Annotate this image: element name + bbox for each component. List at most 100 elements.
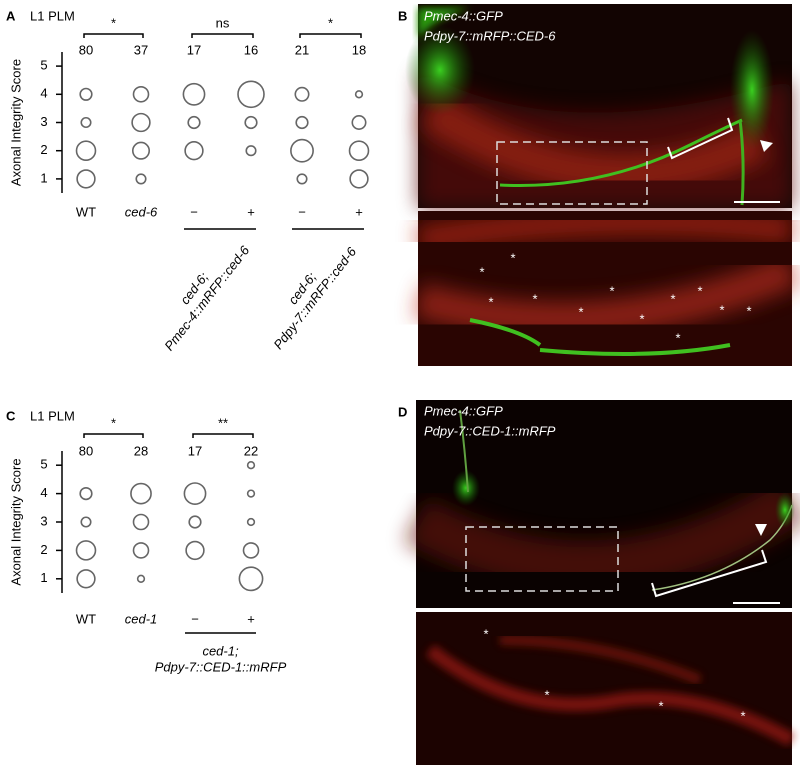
- bubble: [135, 173, 147, 185]
- group-label: ced-6;Pmec-4::mRFP::ced-6: [161, 242, 252, 353]
- significance-label: **: [218, 415, 228, 430]
- image-label: Pdpy-7::mRFP::CED-6: [424, 28, 556, 43]
- sample-count: 37: [134, 42, 148, 57]
- cell-marker: *: [639, 311, 644, 326]
- bubble: [80, 516, 92, 528]
- bubble: [184, 141, 204, 161]
- sample-count: 80: [79, 443, 93, 458]
- y-axis-label: Axonal Integrity Score: [8, 458, 23, 585]
- bubble: [76, 169, 96, 189]
- sample-count: 22: [244, 443, 258, 458]
- cell-marker: *: [697, 283, 702, 298]
- group-label: ced-1;Pdpy-7::CED-1::mRFP: [155, 643, 287, 674]
- significance-bracket: [192, 433, 254, 438]
- bubble: [349, 169, 369, 189]
- sample-count: 17: [187, 42, 201, 57]
- x-tick-label: +: [247, 204, 255, 219]
- bubble: [132, 542, 150, 559]
- y-tick-label: 5: [40, 58, 47, 73]
- cell-marker: *: [746, 303, 751, 318]
- bubble: [132, 86, 150, 103]
- x-tick-label: −: [190, 204, 198, 219]
- bubble: [132, 513, 150, 531]
- cell-marker: *: [609, 283, 614, 298]
- bubble: [245, 145, 257, 157]
- y-tick-label: 2: [40, 542, 47, 557]
- y-tick-label: 3: [40, 114, 47, 129]
- bubble: [238, 566, 264, 592]
- bubble: [295, 115, 309, 130]
- significance-label: *: [111, 15, 116, 30]
- cell-marker: *: [532, 291, 537, 306]
- bubble: [136, 574, 146, 583]
- cell-marker: *: [719, 302, 724, 317]
- cell-marker: *: [658, 698, 663, 713]
- bubble: [242, 542, 260, 559]
- significance-bracket: [299, 33, 362, 38]
- micrograph-d: [404, 400, 800, 765]
- panel-title: L1 PLM: [30, 408, 75, 423]
- image-label: Pmec-4::GFP: [424, 8, 503, 23]
- bubble: [79, 87, 93, 101]
- y-tick-label: 1: [40, 170, 47, 185]
- sample-count: 16: [244, 42, 258, 57]
- bubble: [296, 173, 308, 185]
- image-label: Pdpy-7::CED-1::mRFP: [424, 423, 556, 438]
- bubble: [246, 461, 256, 470]
- bubble: [351, 114, 367, 131]
- y-tick-label: 2: [40, 142, 47, 157]
- bubble: [182, 82, 206, 106]
- group-label-line: Pmec-4::mRFP::ced-6: [161, 242, 252, 353]
- cell-marker: *: [578, 304, 583, 319]
- significance-label: ns: [216, 15, 230, 30]
- panel-letter: B: [398, 8, 407, 23]
- group-label: ced-6;Pdpy-7::mRFP::ced-6: [270, 244, 359, 352]
- bubble: [290, 138, 314, 163]
- group-label-line: Pdpy-7::mRFP::ced-6: [270, 244, 359, 352]
- bubble: [75, 140, 97, 161]
- panel-letter: A: [6, 8, 16, 23]
- bubble: [79, 486, 93, 501]
- y-tick-label: 4: [40, 86, 47, 101]
- sample-count: 17: [188, 443, 202, 458]
- bubble: [294, 86, 310, 102]
- x-tick-label: ced-6: [125, 204, 158, 219]
- x-tick-label: −: [191, 611, 199, 626]
- bubble: [185, 540, 205, 561]
- cell-marker: *: [483, 626, 488, 641]
- bubble: [75, 540, 97, 561]
- significance-bracket: [83, 33, 144, 38]
- y-tick-label: 5: [40, 457, 47, 472]
- micrograph-b: [405, 4, 799, 366]
- bubble: [131, 141, 151, 160]
- bubble: [131, 112, 151, 133]
- cell-marker: *: [544, 687, 549, 702]
- cell-marker: *: [740, 708, 745, 723]
- significance-label: *: [328, 15, 333, 30]
- bubble: [244, 115, 258, 130]
- sample-count: 80: [79, 42, 93, 57]
- bubble: [80, 116, 92, 129]
- bubble: [354, 90, 364, 99]
- cell-marker: *: [510, 250, 515, 265]
- image-label: Pmec-4::GFP: [424, 403, 503, 418]
- significance-bracket: [83, 433, 144, 438]
- bubble: [246, 517, 256, 527]
- sample-count: 18: [352, 42, 366, 57]
- y-tick-label: 4: [40, 485, 47, 500]
- bubble: [183, 482, 207, 506]
- bubble: [237, 80, 265, 109]
- bubble: [246, 489, 256, 498]
- group-label-line: Pdpy-7::CED-1::mRFP: [155, 659, 287, 674]
- x-tick-label: +: [247, 611, 255, 626]
- bubble: [348, 140, 370, 161]
- group-label-line: ced-1;: [202, 643, 239, 658]
- cell-marker: *: [670, 291, 675, 306]
- panel-letter: D: [398, 404, 407, 419]
- sample-count: 28: [134, 443, 148, 458]
- bubble: [76, 569, 96, 589]
- significance-label: *: [111, 415, 116, 430]
- cell-marker: *: [479, 264, 484, 279]
- x-tick-label: WT: [76, 204, 96, 219]
- panel-letter: C: [6, 408, 16, 423]
